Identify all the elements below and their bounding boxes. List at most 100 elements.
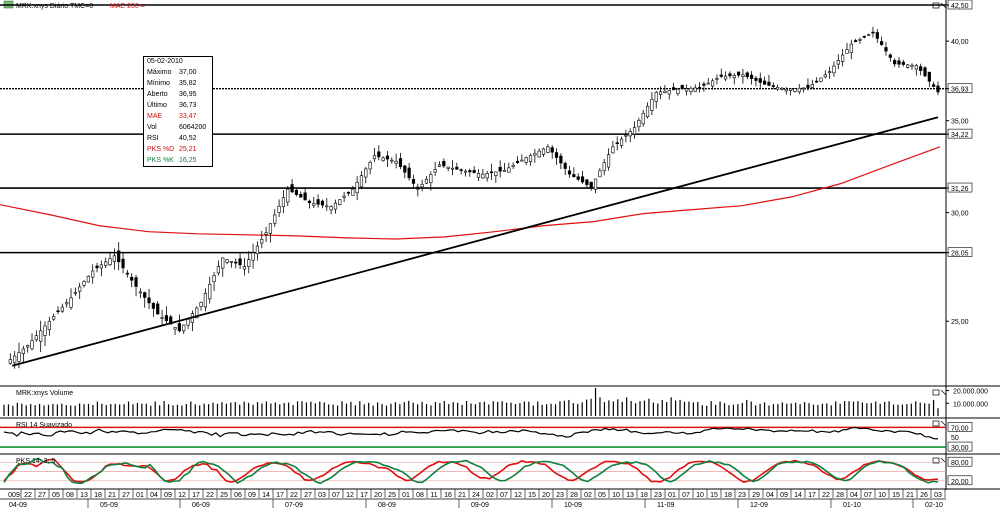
tooltip-row-label: RSI xyxy=(147,135,159,142)
candle-body xyxy=(676,88,680,95)
tooltip-row-label: Último xyxy=(147,102,167,109)
candle-body xyxy=(416,186,420,190)
tooltip-row-label: Aberto xyxy=(147,91,168,98)
candle-body xyxy=(893,60,897,65)
candle-body xyxy=(728,73,732,77)
candle-body xyxy=(325,205,329,208)
candle-body xyxy=(806,84,810,88)
day-tick-label: 22 xyxy=(290,492,298,499)
candle-body xyxy=(771,85,775,87)
candle-body xyxy=(73,292,77,294)
day-tick-label: 22 xyxy=(24,492,32,499)
candle-body xyxy=(637,120,641,128)
day-tick-label: 27 xyxy=(304,492,312,499)
stochastic-label-box xyxy=(947,456,973,467)
day-tick-label: 07 xyxy=(682,492,690,499)
legend-series-label: MRK:xnys Diário TMC=0 xyxy=(16,3,94,10)
candle-body xyxy=(736,71,741,76)
day-tick-label: 18 xyxy=(640,492,648,499)
day-tick-label: 10 xyxy=(696,492,704,499)
candle-body xyxy=(359,175,364,188)
candle-body xyxy=(260,239,264,244)
candle-body xyxy=(52,316,56,320)
candle-body xyxy=(567,170,572,175)
day-tick-label: 27 xyxy=(122,492,130,499)
month-tick-label: 05-09 xyxy=(100,502,118,508)
day-tick-label: 04 xyxy=(850,492,858,499)
candle-body xyxy=(112,255,116,262)
candle-body xyxy=(836,60,840,65)
candle-body xyxy=(173,327,177,330)
candle-body xyxy=(585,179,589,185)
day-tick-label: 06 xyxy=(234,492,242,499)
day-tick-label: 09 xyxy=(780,492,788,499)
candle-body xyxy=(854,40,858,43)
day-tick-label: 15 xyxy=(528,492,536,499)
candle-body xyxy=(437,164,442,167)
day-tick-label: 23 xyxy=(654,492,662,499)
candle-body xyxy=(268,223,273,234)
candle-body xyxy=(849,43,853,53)
tooltip-row-value: 36,73 xyxy=(179,102,197,109)
candle-body xyxy=(684,88,689,92)
candle-body xyxy=(450,167,455,170)
candle-body xyxy=(507,167,511,173)
stochastic-scale-label: 80,00 xyxy=(951,460,969,467)
month-tick-label: 12-09 xyxy=(750,502,768,508)
candle-body xyxy=(715,78,719,80)
candle-body xyxy=(303,192,307,201)
candle-body xyxy=(710,80,715,87)
candle-body xyxy=(632,127,637,135)
candle-body xyxy=(832,65,836,74)
candle-body xyxy=(719,74,723,77)
price-scale-label: 35,00 xyxy=(951,119,969,126)
maximize-icon xyxy=(932,420,940,427)
candle-body xyxy=(34,335,38,341)
price-scale-label: 30,00 xyxy=(951,211,969,218)
candle-body xyxy=(754,77,758,81)
candle-body xyxy=(364,168,368,178)
candle-body xyxy=(156,303,160,315)
candle-body xyxy=(767,81,771,86)
candle-body xyxy=(255,245,260,255)
day-tick-label: 009 xyxy=(8,492,20,499)
day-tick-label: 23 xyxy=(738,492,746,499)
candle-body xyxy=(186,319,190,326)
day-tick-label: 15 xyxy=(710,492,718,499)
volume-panel-label: MRK:xnys Volume xyxy=(16,390,74,397)
candle-body xyxy=(619,138,624,146)
tooltip-row-value: 36,95 xyxy=(179,91,197,98)
candle-body xyxy=(776,86,780,90)
candle-body xyxy=(763,80,767,85)
candle-body xyxy=(281,197,286,208)
day-tick-label: 20 xyxy=(374,492,382,499)
candle-body xyxy=(229,261,234,263)
candle-body xyxy=(485,173,489,179)
candle-body xyxy=(533,152,537,156)
stochastic-label-box xyxy=(947,475,973,486)
stochastic-scale-label: 20,00 xyxy=(951,479,969,486)
tooltip-row-label: Máximo xyxy=(147,69,172,76)
candle-body xyxy=(511,164,515,167)
candle-body xyxy=(355,182,359,194)
candle-body xyxy=(411,179,416,184)
day-tick-label: 16 xyxy=(444,492,452,499)
candle-body xyxy=(520,159,524,162)
candle-body xyxy=(424,179,429,184)
day-tick-label: 17 xyxy=(360,492,368,499)
candle-body xyxy=(78,286,82,292)
day-tick-label: 17 xyxy=(808,492,816,499)
day-tick-label: 12 xyxy=(514,492,522,499)
candle-body xyxy=(351,188,355,196)
candle-body xyxy=(862,35,866,38)
candle-body xyxy=(897,60,901,65)
candle-body xyxy=(247,259,251,267)
candle-body xyxy=(39,330,43,342)
day-tick-label: 25 xyxy=(220,492,228,499)
candle-body xyxy=(43,325,47,336)
candle-body xyxy=(238,258,242,266)
day-tick-label: 11 xyxy=(430,492,437,499)
candle-body xyxy=(593,178,598,190)
candle-body xyxy=(628,131,632,137)
